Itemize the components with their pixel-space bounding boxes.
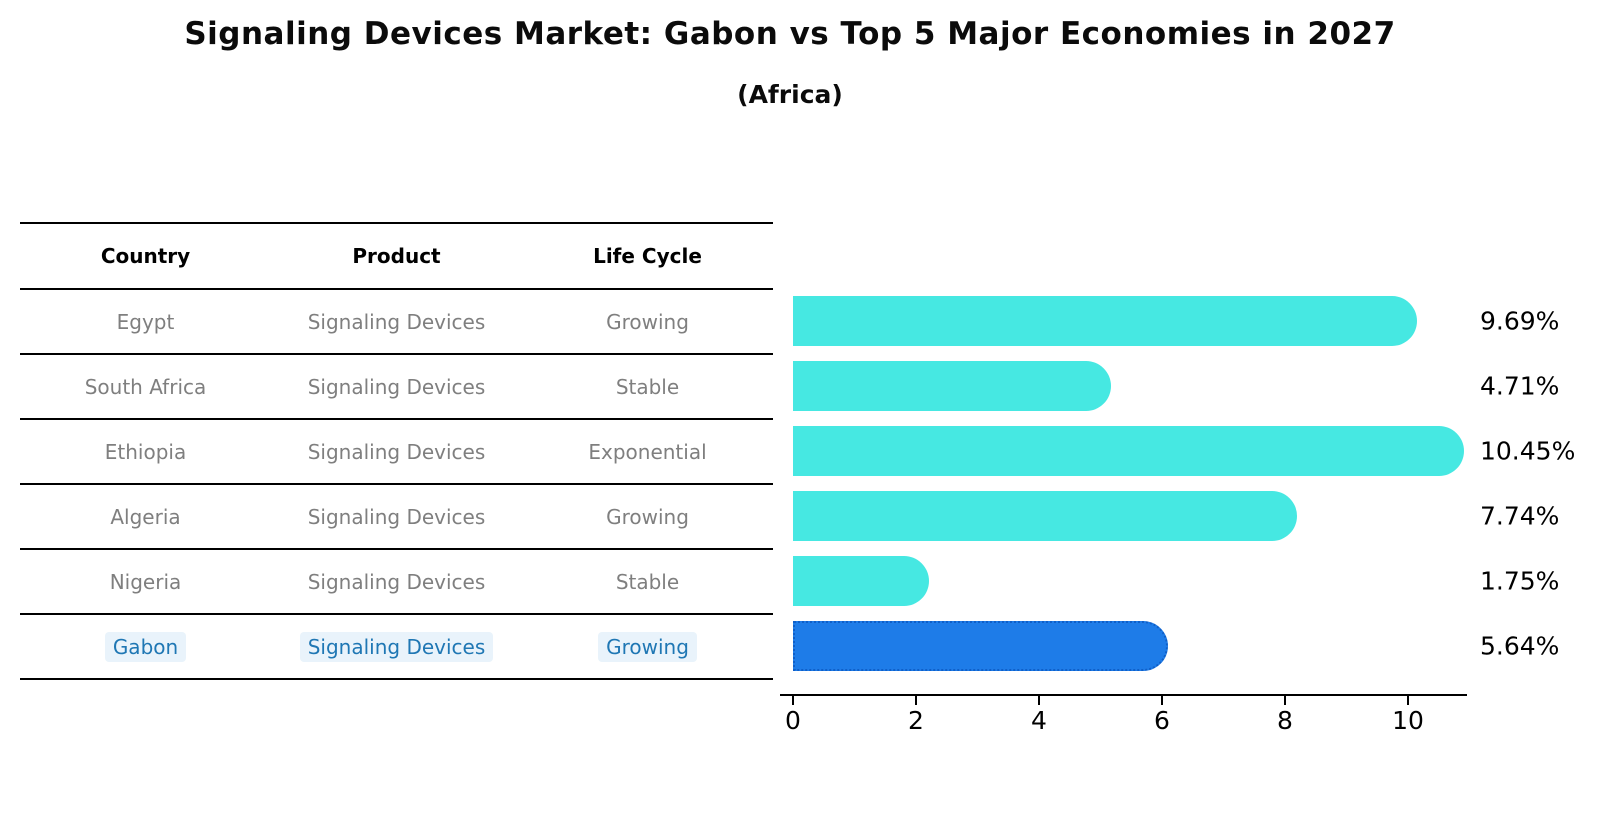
bar-highlight-gabon <box>793 620 1168 671</box>
table-cell-text: Signaling Devices <box>307 309 486 334</box>
bar-value-label: 5.64% <box>1480 631 1560 660</box>
table-cell-text: Signaling Devices <box>307 504 486 529</box>
table-cell-product: Signaling Devices <box>271 310 522 334</box>
table-cell-text: Gabon <box>104 631 187 662</box>
table-cell-country: Nigeria <box>20 570 271 594</box>
table-row: Gabon Signaling Devices Growing <box>20 615 773 680</box>
table-header-cell: Country <box>100 244 191 268</box>
table-row: South Africa Signaling Devices Stable <box>20 355 773 420</box>
table-cell-text: Signaling Devices <box>299 631 494 662</box>
x-axis-tick-label: 4 <box>1031 706 1047 735</box>
table-cell-text: Egypt <box>116 309 175 334</box>
table-row: Ethiopia Signaling Devices Exponential <box>20 420 773 485</box>
table-cell-life_cycle: Growing <box>522 631 773 662</box>
x-axis-line <box>780 694 1467 696</box>
table-cell-text: Algeria <box>110 504 181 529</box>
table-cell-text: Exponential <box>588 439 707 464</box>
bar <box>793 295 1417 346</box>
table-cell-text: Growing <box>606 309 689 334</box>
table-header-cell: Product <box>352 244 441 268</box>
table-cell-life_cycle: Stable <box>522 375 773 399</box>
table-cell-text: Nigeria <box>109 569 182 594</box>
x-axis-tick <box>1038 696 1040 705</box>
table-cell-product: Signaling Devices <box>271 375 522 399</box>
table-cell-life_cycle: Exponential <box>522 440 773 464</box>
x-axis-tick <box>792 696 794 705</box>
bar-value-label: 7.74% <box>1480 501 1560 530</box>
table-cell-country: Ethiopia <box>20 440 271 464</box>
x-axis-tick <box>1407 696 1409 705</box>
table-cell-product: Signaling Devices <box>271 440 522 464</box>
country-table: Country Product Life Cycle Egypt Signaling … <box>20 222 773 680</box>
table-row: Algeria Signaling Devices Growing <box>20 485 773 550</box>
x-axis-tick-label: 8 <box>1277 706 1293 735</box>
table-row: Egypt Signaling Devices Growing <box>20 290 773 355</box>
table-header-cell: Life Cycle <box>593 244 702 268</box>
bar <box>793 490 1297 541</box>
bar-value-label: 1.75% <box>1480 566 1560 595</box>
x-axis-tick-label: 2 <box>908 706 924 735</box>
bar-value-label: 9.69% <box>1480 306 1560 335</box>
bar <box>793 425 1464 476</box>
bar <box>793 555 929 606</box>
table-header-row: Country Product Life Cycle <box>20 224 773 290</box>
table-cell-text: Signaling Devices <box>307 439 486 464</box>
table-cell-text: Signaling Devices <box>307 569 486 594</box>
chart-title: Signaling Devices Market: Gabon vs Top 5… <box>184 16 1396 52</box>
table-row: Nigeria Signaling Devices Stable <box>20 550 773 615</box>
table-cell-life_cycle: Stable <box>522 570 773 594</box>
table-cell-text: South Africa <box>84 374 207 399</box>
x-axis-tick <box>1161 696 1163 705</box>
x-axis-tick-label: 10 <box>1392 706 1424 735</box>
table-cell-life_cycle: Growing <box>522 310 773 334</box>
bar <box>793 360 1111 411</box>
table-cell-text: Stable <box>615 374 680 399</box>
table-cell-text: Growing <box>606 504 689 529</box>
table-cell-life_cycle: Growing <box>522 505 773 529</box>
table-cell-text: Growing <box>598 631 697 662</box>
bar-value-label: 10.45% <box>1480 436 1576 465</box>
bar-value-label: 4.71% <box>1480 371 1560 400</box>
x-axis-tick-label: 0 <box>785 706 801 735</box>
table-cell-product: Signaling Devices <box>271 570 522 594</box>
table-cell-text: Stable <box>615 569 680 594</box>
table-cell-product: Signaling Devices <box>271 505 522 529</box>
table-cell-country: Gabon <box>20 631 271 662</box>
table-cell-product: Signaling Devices <box>271 631 522 662</box>
table-cell-country: Egypt <box>20 310 271 334</box>
table-cell-text: Ethiopia <box>104 439 187 464</box>
table-cell-country: Algeria <box>20 505 271 529</box>
chart-subtitle: (Africa) <box>737 80 843 109</box>
x-axis-tick <box>915 696 917 705</box>
x-axis-tick-label: 6 <box>1154 706 1170 735</box>
table-cell-text: Signaling Devices <box>307 374 486 399</box>
x-axis-tick <box>1284 696 1286 705</box>
table-cell-country: South Africa <box>20 375 271 399</box>
